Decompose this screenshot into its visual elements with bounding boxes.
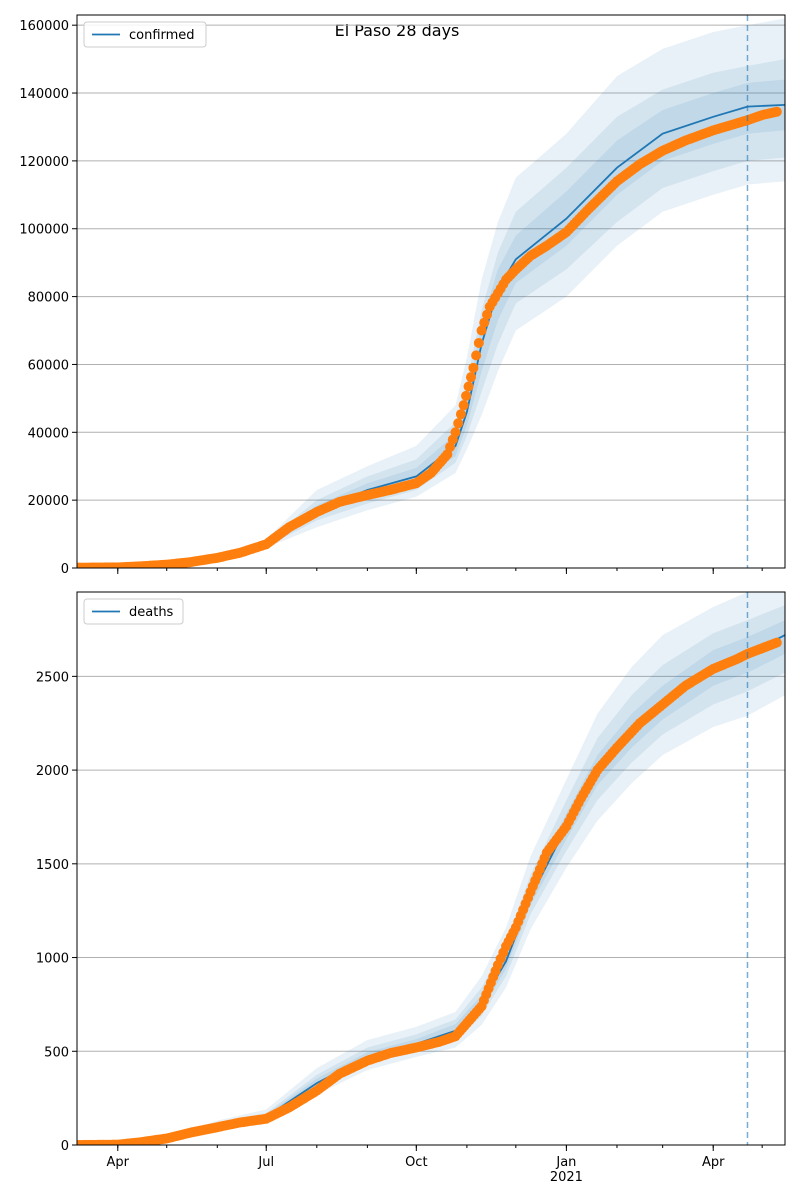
observed-point bbox=[463, 381, 474, 392]
legend-box bbox=[83, 21, 207, 48]
y-tick-label: 0 bbox=[61, 562, 69, 577]
y-tick-label: 120000 bbox=[19, 155, 69, 170]
y-tick-label: 2000 bbox=[36, 764, 69, 779]
observed-point bbox=[476, 325, 487, 336]
x-tick-label: Jan bbox=[555, 1155, 576, 1170]
legend-label: confirmed bbox=[129, 28, 195, 43]
uncertainty-band-0 bbox=[77, 18, 785, 568]
uncertainty-band-1 bbox=[77, 605, 785, 1145]
y-tick-label: 140000 bbox=[19, 87, 69, 102]
plot-area bbox=[77, 592, 785, 1145]
x-tick-label: Apr bbox=[107, 1155, 130, 1170]
y-tick-label: 0 bbox=[61, 1139, 69, 1154]
observed-point bbox=[458, 400, 469, 411]
observed-point bbox=[465, 372, 476, 383]
y-tick-label: 2500 bbox=[36, 670, 69, 685]
uncertainty-band-2 bbox=[77, 79, 785, 568]
axes-frame bbox=[76, 591, 786, 1146]
y-tick-label: 40000 bbox=[28, 426, 69, 441]
legend-box bbox=[83, 598, 184, 625]
x-tick-label: Oct bbox=[405, 1155, 427, 1170]
observed-point bbox=[450, 427, 461, 438]
y-tick-label: 80000 bbox=[28, 291, 69, 306]
plot-area bbox=[77, 18, 785, 568]
y-tick-label: 1000 bbox=[36, 952, 69, 967]
observed-point bbox=[461, 390, 472, 401]
uncertainty-band-0 bbox=[77, 592, 785, 1145]
legend: confirmed bbox=[83, 21, 207, 48]
observed-point bbox=[453, 418, 464, 429]
uncertainty-band-2 bbox=[77, 620, 785, 1145]
observed-point bbox=[455, 409, 466, 420]
observed-point bbox=[468, 362, 479, 373]
observed-point bbox=[479, 317, 490, 328]
y-tick-label: 60000 bbox=[28, 358, 69, 373]
observed-point bbox=[482, 309, 493, 320]
observed-point bbox=[771, 637, 782, 648]
x-tick-label: Jul bbox=[257, 1155, 274, 1170]
figure-title: El Paso 28 days bbox=[335, 21, 460, 40]
observed-point bbox=[473, 337, 484, 348]
observed-point bbox=[771, 106, 782, 117]
x-year-label: 2021 bbox=[550, 1170, 583, 1185]
legend-label: deaths bbox=[129, 605, 174, 620]
y-tick-label: 20000 bbox=[28, 494, 69, 509]
y-tick-label: 1500 bbox=[36, 858, 69, 873]
y-tick-label: 500 bbox=[44, 1045, 69, 1060]
y-tick-label: 160000 bbox=[19, 19, 69, 34]
confirmed-panel: 0 20000 40000 60000 80000 100000 120000 140000 1… bbox=[19, 14, 786, 577]
axes-frame bbox=[76, 14, 786, 569]
observed-point bbox=[471, 350, 482, 361]
y-tick-label: 100000 bbox=[19, 223, 69, 238]
legend: deaths bbox=[83, 598, 184, 625]
x-tick-label: Apr bbox=[702, 1155, 725, 1170]
